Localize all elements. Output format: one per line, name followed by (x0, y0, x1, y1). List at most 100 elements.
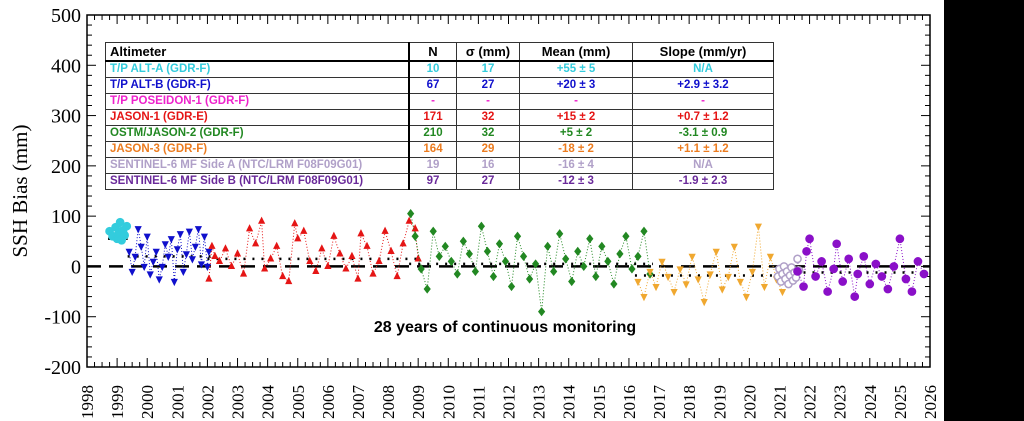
table-cell: 210 (408, 125, 457, 142)
x-tick-label: 2022 (801, 385, 820, 419)
y-tick-label: 500 (51, 5, 81, 27)
table-cell: +20 ± 3 (519, 77, 633, 94)
table-cell: N/A (632, 157, 774, 174)
data-point (203, 263, 212, 272)
table-row: SENTINEL-6 MF Side B (NTC/LRM F08F09G01)… (105, 173, 774, 190)
y-tick-label: 200 (51, 156, 81, 178)
table-cell: -3.1 ± 0.9 (632, 125, 774, 142)
table-cell: 164 (408, 141, 457, 158)
x-tick-label: 2007 (349, 385, 368, 420)
data-point (306, 256, 314, 264)
data-point (411, 231, 419, 241)
data-point (730, 243, 738, 251)
data-point (694, 276, 702, 284)
y-tick-label: -100 (44, 307, 81, 329)
x-tick-label: 2011 (469, 386, 488, 419)
table-cell: -16 ± 4 (519, 157, 633, 174)
data-point (164, 253, 172, 261)
data-point (805, 234, 814, 244)
data-point (146, 271, 154, 279)
data-point (179, 268, 187, 277)
data-point (208, 241, 216, 249)
data-point (261, 264, 269, 272)
ssh-bias-chart: 500 400 300 200 100 0 -100 -200 1998 1999 2000 2001… (8, 5, 940, 420)
data-point (354, 274, 362, 282)
data-point (718, 286, 726, 294)
table-cell: 17 (456, 60, 520, 78)
table-row: JASON-1 (GDR-E) 171 32 +15 ± 2 +0.7 ± 1.2 (105, 109, 774, 126)
data-point (369, 269, 377, 277)
data-point (363, 241, 371, 249)
x-tick-label: 2009 (409, 385, 428, 419)
x-tick-label: 2005 (289, 385, 308, 419)
table-cell: +2.9 ± 3.2 (632, 77, 774, 94)
table-row: OSTM/JASON-2 (GDR-F) 210 32 +5 ± 2 -3.1 ± 0.… (105, 125, 774, 142)
data-point (501, 256, 510, 266)
data-point (646, 268, 654, 277)
data-point (435, 251, 443, 261)
x-tick-label: 2025 (891, 385, 910, 419)
x-tick-label: 2024 (861, 385, 880, 420)
table-cell: -12 ± 3 (519, 173, 633, 190)
data-point (550, 266, 558, 277)
x-tick-label: 2021 (770, 385, 789, 419)
table-cell: - (519, 93, 633, 110)
x-tick-label: 1998 (78, 385, 97, 419)
x-tick-label: 2014 (560, 385, 579, 420)
x-tick-label: 2015 (590, 385, 609, 419)
data-point (519, 251, 528, 261)
data-point (194, 226, 202, 234)
data-point (170, 278, 178, 287)
data-point (252, 239, 260, 247)
data-point (919, 269, 929, 279)
x-tick-label: 2001 (168, 385, 187, 419)
data-point (182, 251, 190, 259)
series-dotted-line (637, 226, 783, 302)
data-point (495, 239, 504, 249)
table-cell: N/A (632, 60, 774, 78)
table-row: JASON-3 (GDR-F) 164 29 -18 ± 2 +1.1 ± 1.2 (105, 141, 774, 158)
y-tick-label: 300 (51, 106, 81, 128)
data-point (477, 221, 486, 231)
table-cell: - (408, 93, 457, 110)
data-point (724, 273, 732, 282)
monitoring-annotation: 28 years of continuous monitoring (374, 319, 636, 336)
data-point (215, 256, 224, 264)
table-cell: 171 (408, 109, 457, 126)
data-point (137, 243, 145, 251)
x-tick-label: 2008 (379, 385, 398, 419)
data-point (580, 261, 588, 272)
table-cell: +0.7 ± 1.2 (632, 109, 774, 126)
data-point (200, 233, 209, 241)
x-tick-label: 2026 (921, 385, 940, 419)
data-point (574, 246, 582, 256)
table-cell: 19 (408, 157, 457, 174)
x-tick-label: 2016 (620, 385, 639, 419)
data-point (227, 261, 236, 270)
data-point (736, 278, 744, 287)
data-point (211, 251, 219, 259)
data-point (712, 248, 720, 256)
data-point (414, 254, 422, 262)
x-tick-label: 1999 (108, 385, 127, 419)
data-point (706, 271, 714, 279)
data-point (197, 261, 206, 269)
table-cell: 16 (456, 157, 520, 174)
data-point (324, 261, 332, 270)
table-cell: -1.9 ± 2.3 (632, 173, 774, 190)
table-row: T/P ALT-A (GDR-F) 10 17 +55 ± 5 N/A (105, 60, 774, 78)
data-point (634, 251, 642, 261)
data-point (628, 264, 636, 274)
data-point (853, 269, 863, 279)
data-point (342, 264, 350, 272)
data-point (471, 266, 479, 277)
table-cell: SENTINEL-6 MF Side A (NTC/LRM F08F09G01) (105, 157, 410, 174)
table-cell: +55 ± 5 (519, 60, 633, 78)
data-point (393, 271, 401, 280)
black-margin (944, 0, 1024, 421)
data-point (604, 256, 612, 266)
data-point (405, 216, 413, 224)
data-point (799, 282, 808, 291)
